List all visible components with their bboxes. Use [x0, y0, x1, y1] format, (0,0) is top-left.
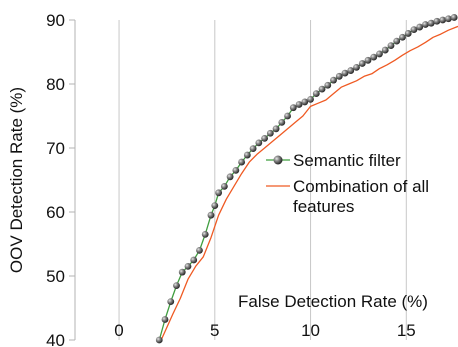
series-1-point [399, 33, 406, 41]
y-tick-label-50: 50 [46, 267, 65, 286]
series-1-point [347, 67, 355, 74]
series-1-point [301, 98, 309, 106]
series-1-point [161, 316, 169, 323]
series-1-point [422, 21, 429, 28]
series-line-2 [160, 25, 458, 341]
series-1-point [284, 112, 291, 120]
grid-layer [118, 20, 407, 340]
series-1-point [416, 23, 424, 31]
series-1-point [364, 56, 372, 64]
x-tick-label-0: 0 [114, 321, 123, 340]
series-1-point [238, 158, 246, 166]
y-tick-label-90: 90 [46, 11, 65, 30]
series-1-point [226, 173, 234, 181]
series-1-point [255, 139, 263, 147]
axis-layer [69, 19, 76, 341]
series-1-point [278, 119, 286, 126]
marker-layer [155, 14, 458, 344]
series-1-point [335, 72, 343, 80]
series-1-point [178, 268, 186, 276]
series-1-point [190, 256, 198, 264]
series-1-point [201, 231, 209, 238]
series-1-point [289, 104, 297, 112]
y-tick-label-80: 80 [46, 75, 65, 94]
series-1-point [330, 76, 337, 84]
series-1-point [404, 30, 412, 37]
x-tick-label-15: 15 [397, 321, 416, 340]
x-tick-label-10: 10 [301, 321, 320, 340]
series-1-point [211, 202, 219, 210]
series-1-point [439, 16, 447, 24]
series-1-point [243, 151, 251, 159]
x-tick-label-5: 5 [210, 321, 219, 340]
series-1-point [450, 14, 458, 21]
label-layer: 40 50 60 70 80 90 0 5 10 15 False Detection Rate (… [7, 11, 428, 347]
series-1-point [381, 46, 389, 54]
y-tick-label-60: 60 [46, 203, 65, 222]
y-axis-title: OOV Detection Rate (%) [7, 87, 26, 273]
series-1-point [307, 95, 314, 103]
series-1-point [167, 298, 175, 305]
series-1-point [232, 167, 240, 174]
series-1-point [445, 15, 452, 23]
series-1-point [387, 42, 395, 49]
series-1-point [266, 129, 274, 137]
legend-marker-1 [273, 155, 283, 165]
series-1-point [249, 145, 257, 153]
series-1-point [272, 125, 280, 133]
y-tick-label-70: 70 [46, 139, 65, 158]
series-1-point [427, 19, 435, 27]
series-1-point [261, 135, 268, 142]
series-1-point [184, 263, 192, 270]
y-tick-label-40: 40 [46, 331, 65, 347]
series-1-point [155, 336, 163, 344]
series-1-point [410, 26, 418, 33]
x-axis-title: False Detection Rate (%) [238, 292, 428, 311]
series-1-point [220, 183, 228, 190]
series-1-point [318, 85, 326, 93]
series-1-point [433, 17, 441, 25]
series-1-point [370, 53, 378, 61]
series-1-point [376, 50, 383, 58]
series-1-point [393, 37, 401, 45]
series-1-point [341, 69, 349, 77]
series-1-point [295, 101, 303, 108]
series-1-point [358, 60, 366, 67]
legend-label-1: Semantic filter [293, 151, 401, 170]
series-1-point [312, 90, 320, 97]
series-1-point [207, 211, 215, 219]
legend: Semantic filter Combination of all feature… [266, 151, 429, 216]
series-1-point [215, 189, 223, 197]
series-1-point [324, 81, 332, 89]
series-1-point [353, 63, 360, 71]
legend-label-2: Combination of all features [293, 177, 429, 216]
series-1-point [196, 247, 203, 254]
series-1-point [173, 282, 180, 289]
